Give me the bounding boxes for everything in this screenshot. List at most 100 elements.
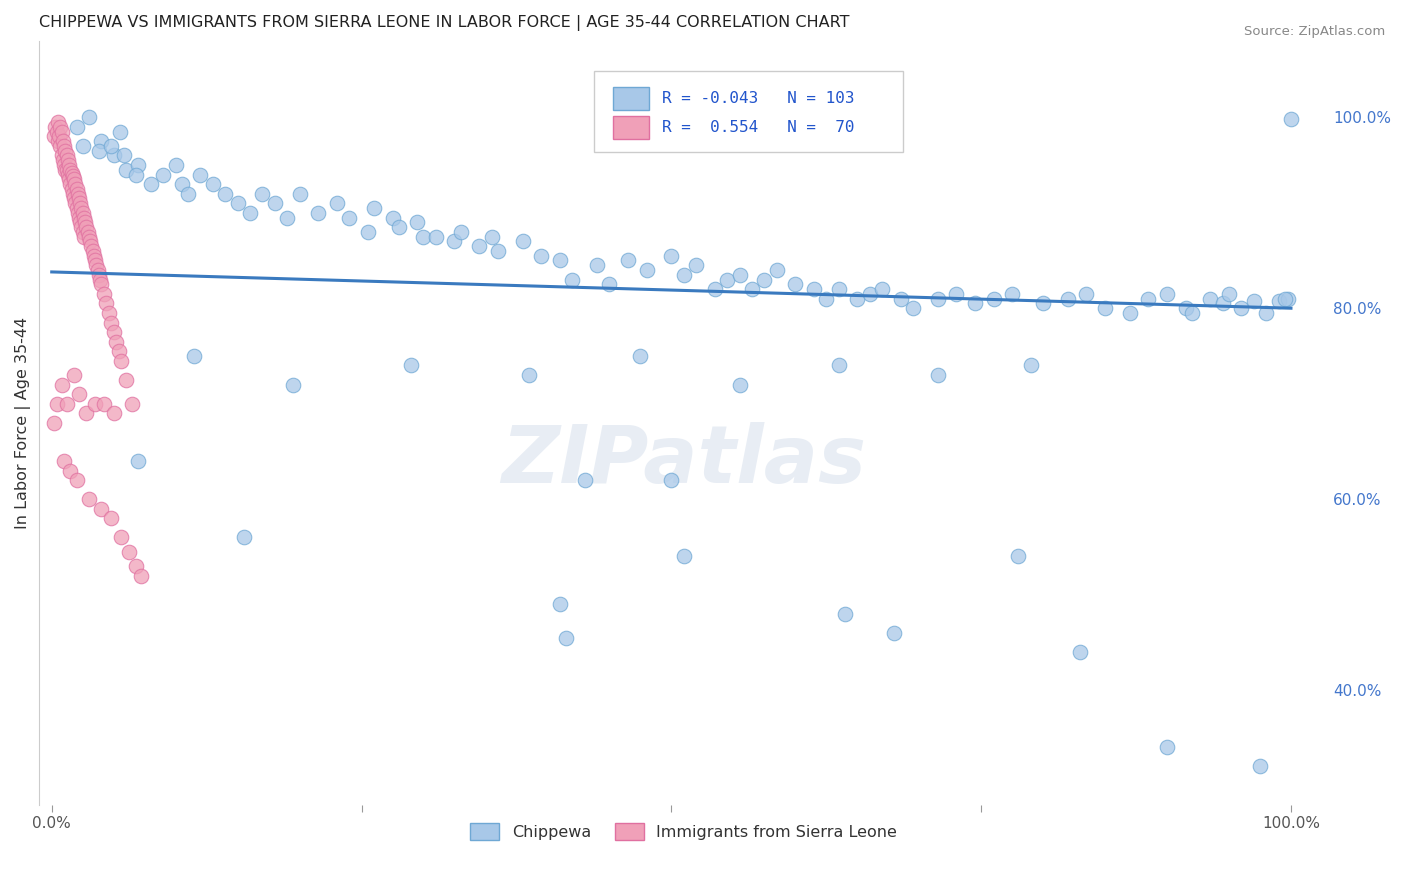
Point xyxy=(659,473,682,487)
Point xyxy=(46,134,69,148)
Point xyxy=(59,177,82,191)
Point xyxy=(65,120,87,134)
Point xyxy=(1267,293,1289,308)
Point xyxy=(84,253,107,268)
Point xyxy=(100,139,122,153)
Point xyxy=(67,211,90,225)
Point xyxy=(60,182,83,196)
Point xyxy=(108,125,131,139)
Point xyxy=(56,168,79,182)
Point xyxy=(530,249,553,263)
Point xyxy=(728,268,751,282)
Point xyxy=(115,373,138,387)
Point xyxy=(51,377,73,392)
Point xyxy=(65,196,87,211)
Point xyxy=(357,225,380,239)
Point xyxy=(1156,740,1178,755)
Point xyxy=(468,239,491,253)
Point xyxy=(201,177,224,191)
Point xyxy=(49,139,72,153)
Point xyxy=(77,110,100,124)
Point xyxy=(121,397,143,411)
Point xyxy=(1218,286,1240,301)
Point xyxy=(1032,296,1054,310)
Point xyxy=(239,205,262,219)
Point xyxy=(741,282,763,296)
Point xyxy=(66,205,89,219)
Point xyxy=(481,229,503,244)
Point xyxy=(177,186,200,201)
Point xyxy=(86,258,108,272)
Point xyxy=(45,125,67,139)
Point xyxy=(226,196,249,211)
Text: R = -0.043   N = 103: R = -0.043 N = 103 xyxy=(662,91,855,105)
Point xyxy=(834,607,856,621)
Point xyxy=(388,220,411,235)
Point xyxy=(51,148,73,162)
Point xyxy=(112,148,135,162)
Point xyxy=(67,387,90,401)
Point xyxy=(69,196,91,211)
Point xyxy=(84,397,107,411)
Point xyxy=(66,186,89,201)
Point xyxy=(105,334,128,349)
Point xyxy=(117,544,139,558)
Point xyxy=(548,253,571,268)
Point xyxy=(628,349,651,363)
Point xyxy=(512,235,534,249)
FancyBboxPatch shape xyxy=(613,87,650,110)
Point xyxy=(450,225,472,239)
Point xyxy=(827,282,849,296)
Point xyxy=(77,229,100,244)
Point xyxy=(44,416,66,430)
Point xyxy=(170,177,193,191)
Point xyxy=(59,463,82,477)
Point xyxy=(45,397,67,411)
FancyBboxPatch shape xyxy=(613,116,650,138)
Point xyxy=(1243,293,1265,308)
Point xyxy=(63,191,86,205)
Point xyxy=(183,349,205,363)
Point xyxy=(232,530,254,544)
Point xyxy=(1249,759,1271,773)
Point xyxy=(75,406,97,420)
Point xyxy=(56,153,79,168)
Point xyxy=(1156,286,1178,301)
Point xyxy=(1069,645,1091,659)
Text: R =  0.554   N =  70: R = 0.554 N = 70 xyxy=(662,120,855,135)
Point xyxy=(703,282,725,296)
Point xyxy=(252,186,274,201)
Point xyxy=(883,625,905,640)
Point xyxy=(62,169,84,184)
Point xyxy=(55,397,77,411)
Point xyxy=(115,162,138,177)
Point xyxy=(443,235,465,249)
Point xyxy=(103,406,125,420)
Point xyxy=(58,158,80,172)
Point xyxy=(406,215,429,229)
Point xyxy=(754,272,776,286)
Point xyxy=(103,325,125,339)
Point xyxy=(945,286,967,301)
Point xyxy=(72,225,94,239)
Point xyxy=(1019,359,1042,373)
Point xyxy=(165,158,187,172)
Point xyxy=(659,249,682,263)
Point xyxy=(73,211,96,225)
Point xyxy=(190,168,212,182)
Point xyxy=(125,559,148,574)
Point xyxy=(859,286,882,301)
Point xyxy=(1212,296,1234,310)
Point xyxy=(785,277,807,292)
Point xyxy=(67,191,90,205)
Point xyxy=(927,368,949,382)
Point xyxy=(1230,301,1253,316)
Point xyxy=(1256,306,1278,320)
Point xyxy=(127,158,149,172)
Point xyxy=(1181,306,1204,320)
Point xyxy=(617,253,640,268)
Point xyxy=(1119,306,1142,320)
Point xyxy=(1174,301,1197,316)
Point xyxy=(53,454,76,468)
Point xyxy=(574,473,596,487)
